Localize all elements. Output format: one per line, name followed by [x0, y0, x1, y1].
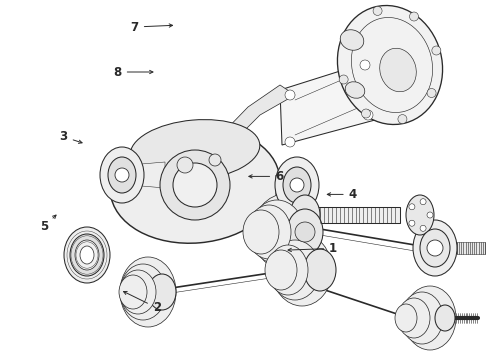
- Text: 2: 2: [123, 292, 161, 314]
- Ellipse shape: [108, 157, 136, 193]
- Polygon shape: [457, 242, 485, 254]
- Circle shape: [160, 150, 230, 220]
- Ellipse shape: [243, 210, 279, 254]
- Ellipse shape: [120, 264, 166, 320]
- Circle shape: [427, 240, 443, 256]
- Ellipse shape: [413, 220, 457, 276]
- Ellipse shape: [130, 120, 260, 180]
- Circle shape: [285, 90, 295, 100]
- Ellipse shape: [120, 257, 176, 327]
- Ellipse shape: [420, 229, 450, 267]
- Circle shape: [209, 154, 221, 166]
- Circle shape: [427, 212, 433, 218]
- Ellipse shape: [283, 167, 311, 203]
- Ellipse shape: [287, 209, 323, 255]
- Ellipse shape: [250, 200, 304, 264]
- Text: 1: 1: [288, 242, 337, 255]
- Ellipse shape: [148, 274, 176, 310]
- Ellipse shape: [64, 227, 110, 283]
- Ellipse shape: [435, 305, 455, 331]
- Ellipse shape: [253, 194, 317, 270]
- Circle shape: [373, 6, 382, 15]
- Ellipse shape: [110, 127, 280, 243]
- Circle shape: [409, 204, 415, 210]
- Ellipse shape: [265, 250, 297, 290]
- Ellipse shape: [290, 195, 320, 235]
- Circle shape: [409, 220, 415, 226]
- Circle shape: [295, 222, 315, 242]
- Polygon shape: [275, 175, 297, 195]
- Ellipse shape: [80, 246, 94, 264]
- Ellipse shape: [395, 304, 417, 332]
- Ellipse shape: [340, 30, 364, 50]
- Circle shape: [177, 157, 193, 173]
- Text: 6: 6: [249, 170, 283, 183]
- Text: 8: 8: [114, 66, 153, 78]
- Circle shape: [290, 178, 304, 192]
- Ellipse shape: [100, 147, 144, 203]
- Ellipse shape: [275, 157, 319, 213]
- Ellipse shape: [338, 5, 442, 125]
- Circle shape: [398, 114, 407, 123]
- Ellipse shape: [120, 270, 156, 314]
- Ellipse shape: [272, 234, 332, 306]
- Polygon shape: [130, 162, 165, 188]
- Text: 5: 5: [40, 215, 56, 233]
- Ellipse shape: [268, 245, 308, 295]
- Text: 4: 4: [327, 188, 357, 201]
- Ellipse shape: [398, 298, 430, 338]
- Circle shape: [173, 163, 217, 207]
- Text: 3: 3: [60, 130, 82, 143]
- Circle shape: [360, 60, 370, 70]
- Ellipse shape: [401, 292, 443, 344]
- Circle shape: [410, 12, 418, 21]
- Circle shape: [285, 137, 295, 147]
- Ellipse shape: [404, 286, 456, 350]
- Ellipse shape: [380, 48, 416, 92]
- Circle shape: [344, 32, 353, 41]
- Circle shape: [432, 46, 441, 55]
- Ellipse shape: [270, 240, 320, 300]
- Circle shape: [427, 89, 436, 98]
- Circle shape: [420, 225, 426, 231]
- Circle shape: [363, 110, 373, 120]
- Circle shape: [115, 168, 129, 182]
- Ellipse shape: [406, 195, 434, 235]
- Ellipse shape: [345, 82, 365, 98]
- Circle shape: [362, 109, 370, 118]
- Polygon shape: [280, 60, 375, 145]
- Ellipse shape: [247, 205, 291, 259]
- Ellipse shape: [304, 249, 336, 291]
- Circle shape: [420, 199, 426, 205]
- Ellipse shape: [70, 234, 104, 276]
- Text: 7: 7: [131, 21, 172, 33]
- Polygon shape: [305, 207, 400, 223]
- Circle shape: [339, 75, 348, 84]
- Polygon shape: [218, 85, 295, 145]
- Ellipse shape: [119, 275, 147, 309]
- Ellipse shape: [75, 240, 99, 270]
